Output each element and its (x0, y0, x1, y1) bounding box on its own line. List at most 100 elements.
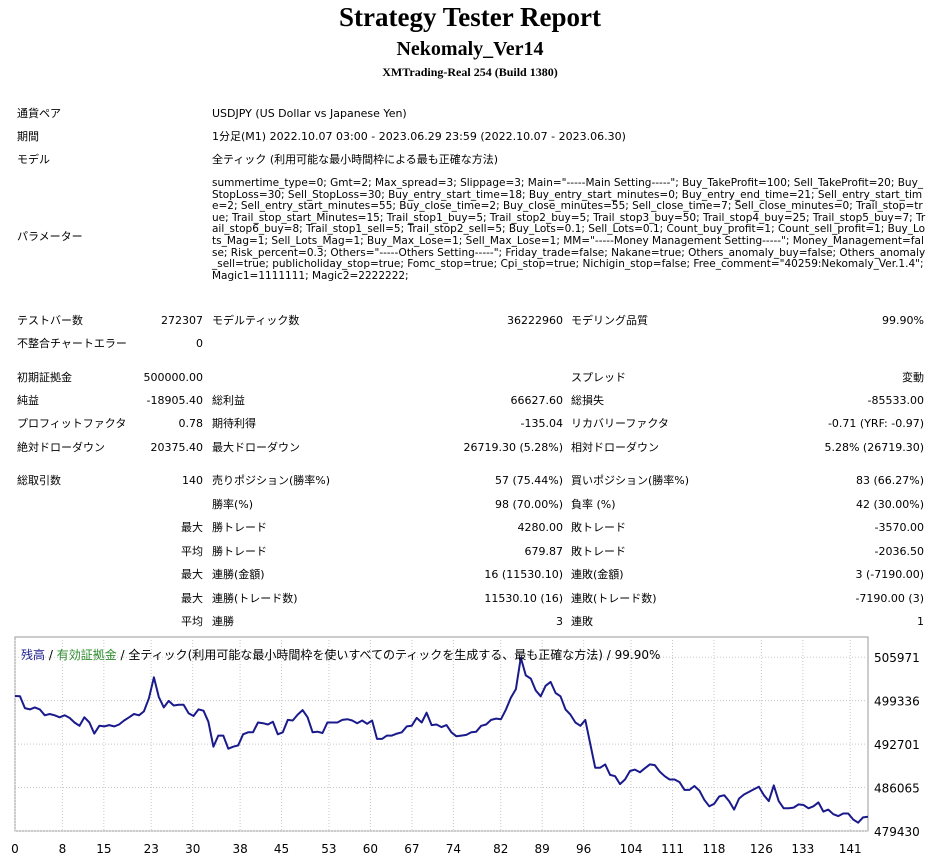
gross-loss-label: 総損失 (571, 394, 604, 407)
ticks-value: 36222960 (507, 314, 563, 327)
abs-dd-value: 20375.40 (150, 441, 204, 454)
x-tick-label: 38 (232, 842, 247, 856)
max-cons-amt-prefix: 最大 (181, 568, 203, 581)
max-dd-label: 最大ドローダウン (212, 441, 300, 454)
period-label: 期間 (17, 130, 39, 143)
x-tick-label: 60 (363, 842, 378, 856)
recovery-label: リカバリーファクタ (571, 417, 669, 430)
x-tick-label: 53 (321, 842, 336, 856)
bars-label: テストバー数 (17, 314, 83, 327)
largest-win-label: 勝トレード (212, 521, 267, 534)
legend-equity: 有効証拠金 (56, 648, 117, 662)
cons-win-cnt-label: 連勝(トレード数) (212, 592, 298, 605)
avg-loss-label: 敗トレード (571, 545, 626, 558)
pair-value: USDJPY (US Dollar vs Japanese Yen) (212, 107, 407, 120)
pair-label: 通貨ペア (17, 107, 61, 120)
max-cons-cnt-prefix: 最大 (181, 592, 203, 605)
quality-value: 99.90% (882, 314, 924, 327)
pf-label: プロフィットファクタ (17, 417, 127, 430)
long-value: 83 (66.27%) (855, 474, 924, 487)
avg-cons-win-value: 3 (556, 615, 563, 628)
cons-loss-amt-value: 3 (-7190.00) (855, 568, 924, 581)
cons-loss-cnt-value: -7190.00 (3) (855, 592, 924, 605)
x-tick-label: 96 (576, 842, 591, 856)
x-tick-label: 23 (144, 842, 159, 856)
gross-loss-value: -85533.00 (867, 394, 924, 407)
deposit-label: 初期証拠金 (17, 371, 72, 384)
x-tick-label: 74 (446, 842, 461, 856)
expected-value: -135.04 (520, 417, 563, 430)
y-tick-label: 479430 (874, 825, 920, 839)
largest-win-value: 4280.00 (517, 521, 564, 534)
chart-legend: 残高 / 有効証拠金 / 全ティック(利用可能な最小時間枠を使いすべてのティック… (21, 646, 660, 663)
report-title: Strategy Tester Report (339, 2, 601, 32)
model-label: モデル (17, 153, 50, 166)
recovery-value: -0.71 (YRF: -0.97) (827, 417, 924, 430)
x-tick-label: 30 (185, 842, 200, 856)
cons-win-cnt-value: 11530.10 (16) (484, 592, 563, 605)
loss-label: 負率 (%) (571, 498, 616, 511)
quality-label: モデリング品質 (571, 314, 648, 327)
expected-label: 期待利得 (212, 417, 256, 430)
net-value: -18905.40 (146, 394, 203, 407)
avg-loss-value: -2036.50 (874, 545, 924, 558)
x-tick-label: 141 (839, 842, 862, 856)
bars-value: 272307 (161, 314, 203, 327)
trades-value: 140 (182, 474, 203, 487)
net-label: 純益 (17, 394, 39, 407)
trades-label: 総取引数 (17, 474, 61, 487)
avg-win-value: 679.87 (524, 545, 564, 558)
largest-prefix: 最大 (181, 521, 203, 534)
model-value: 全ティック (利用可能な最小時間枠による最も正確な方法) (212, 153, 499, 166)
deposit-value: 500000.00 (143, 371, 204, 384)
x-tick-label: 0 (11, 842, 19, 856)
spread-label: スプレッド (571, 371, 626, 384)
rel-dd-value: 5.28% (26719.30) (824, 441, 924, 454)
server-name: XMTrading-Real 254 (Build 1380) (382, 65, 558, 79)
mismatch-value: 0 (196, 337, 203, 350)
rel-dd-label: 相対ドローダウン (571, 441, 659, 454)
average-prefix: 平均 (181, 545, 203, 558)
balance-chart: 505971 499336 492701 486065 479430 0 8 15 23 30 38… (0, 635, 940, 861)
params-value: summertime_type=0; Gmt=2; Max_spread=3; … (212, 177, 926, 282)
balance-series-line (14, 656, 869, 824)
max-dd-value: 26719.30 (5.28%) (463, 441, 563, 454)
ea-name: Nekomaly_Ver14 (396, 38, 544, 60)
balance-chart-svg: 505971 499336 492701 486065 479430 0 8 15 23 30 38… (11, 636, 920, 856)
cons-win-amt-value: 16 (11530.10) (484, 568, 563, 581)
avg-cons-win-label: 連勝 (212, 615, 234, 628)
avg-win-label: 勝トレード (212, 545, 267, 558)
cons-win-amt-label: 連勝(金額) (212, 568, 265, 581)
legend-separator: / (45, 648, 57, 662)
x-tick-label: 15 (96, 842, 111, 856)
y-tick-label: 505971 (874, 651, 920, 665)
win-value: 98 (70.00%) (494, 498, 563, 511)
x-tick-label: 104 (620, 842, 643, 856)
short-label: 売りポジション(勝率%) (212, 474, 331, 487)
x-tick-label: 45 (274, 842, 289, 856)
x-tick-label: 89 (535, 842, 550, 856)
loss-value: 42 (30.00%) (855, 498, 924, 511)
gross-profit-value: 66627.60 (510, 394, 564, 407)
x-tick-label: 67 (404, 842, 419, 856)
legend-balance: 残高 (21, 648, 46, 662)
avg-cons-prefix: 平均 (181, 615, 203, 628)
legend-description: / 全ティック(利用可能な最小時間枠を使いすべてのティックを生成する、最も正確な… (116, 648, 661, 662)
x-tick-label: 8 (59, 842, 67, 856)
params-label: パラメーター (17, 230, 83, 243)
cons-loss-amt-label: 連敗(金額) (571, 568, 624, 581)
win-label: 勝率(%) (212, 498, 254, 511)
short-value: 57 (75.44%) (494, 474, 563, 487)
plot-frame (14, 636, 869, 832)
y-tick-label: 486065 (874, 782, 920, 796)
gross-profit-label: 総利益 (212, 394, 245, 407)
y-tick-label: 499336 (874, 695, 920, 709)
abs-dd-label: 絶対ドローダウン (17, 441, 105, 454)
long-label: 買いポジション(勝率%) (571, 474, 690, 487)
ticks-label: モデルティック数 (212, 314, 300, 327)
avg-cons-loss-value: 1 (917, 615, 924, 628)
x-tick-label: 126 (750, 842, 773, 856)
y-tick-label: 492701 (874, 738, 920, 752)
largest-loss-label: 敗トレード (571, 521, 626, 534)
avg-cons-loss-label: 連敗 (571, 615, 593, 628)
